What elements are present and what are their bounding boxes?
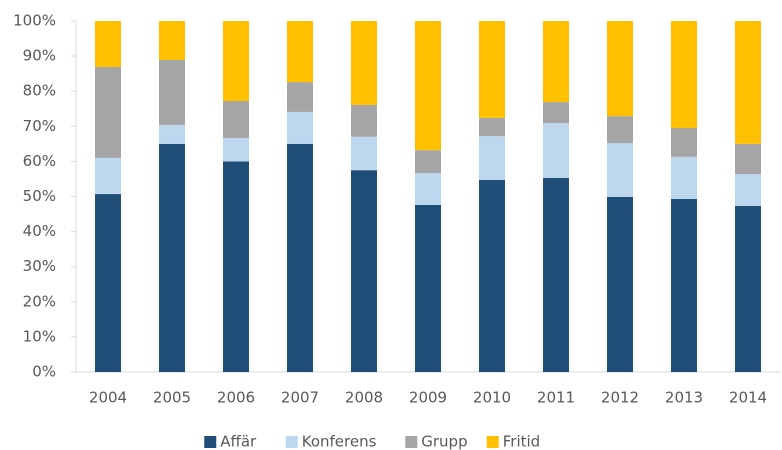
y-tick-label: 100% [13,12,56,30]
legend-label: Grupp [421,433,467,450]
bar-segment [95,21,121,67]
y-tick-label: 10% [23,327,56,345]
y-tick-label: 50% [23,187,56,205]
bar-segment [479,21,505,118]
bar-segment [607,21,633,117]
bar-segment [735,205,761,372]
x-tick-label: 2013 [665,389,703,407]
legend-swatch [486,436,499,448]
bar-segment [415,172,441,205]
bar-segment [95,194,121,372]
bar-segment [351,104,377,137]
bar-segment [543,102,569,124]
bar-segment [607,196,633,372]
bar-segment [671,21,697,129]
y-tick-label: 30% [23,257,56,275]
y-tick-label: 80% [23,82,56,100]
x-tick-label: 2014 [729,389,767,407]
bar-segment [223,137,249,162]
bar-segment [607,116,633,144]
legend-swatch [285,436,298,448]
y-tick-label: 0% [32,363,56,381]
bar-segment [543,21,569,103]
legend-label: Affär [220,433,257,450]
bar-segment [351,21,377,105]
bar-segment [223,21,249,102]
bar-segment [223,101,249,138]
bar-segment [95,157,121,195]
legend-label: Fritid [503,433,540,450]
x-tick-label: 2008 [345,389,383,407]
bar-segment [351,136,377,171]
bar-segment [415,150,441,173]
legend-swatch [405,436,418,448]
bar-segment [671,198,697,372]
bar-segment [159,124,185,144]
y-tick-label: 70% [23,117,56,135]
bar-segment [479,136,505,181]
legend-swatch [204,436,217,448]
x-tick-label: 2004 [89,389,127,407]
bar-segment [735,174,761,206]
bar-segment [159,143,185,372]
bar-segment [223,161,249,372]
y-tick-label: 40% [23,222,56,240]
y-tick-label: 20% [23,292,56,310]
bar-segment [543,123,569,178]
bar-segment [159,59,185,125]
y-tick-label: 60% [23,152,56,170]
bar-segment [479,180,505,372]
x-tick-label: 2010 [473,389,511,407]
bar-segment [671,156,697,199]
x-tick-label: 2006 [217,389,255,407]
bar-segment [479,117,505,137]
x-tick-label: 2009 [409,389,447,407]
bar-segment [415,21,441,151]
x-tick-label: 2007 [281,389,319,407]
bar-segment [287,143,313,372]
bar-segment [735,143,761,175]
bar-segment [671,128,697,157]
y-tick-label: 90% [23,47,56,65]
bar-segment [159,21,185,60]
x-tick-label: 2005 [153,389,191,407]
bar-segment [351,170,377,372]
bar-segment [607,143,633,197]
bar-segment [287,111,313,144]
bar-segment [287,82,313,112]
x-tick-label: 2011 [537,389,575,407]
bar-segment [287,21,313,83]
bar-segment [415,204,441,372]
legend-label: Konferens [302,433,377,450]
bar-segment [543,177,569,372]
bar-segment [735,21,761,144]
x-tick-label: 2012 [601,389,639,407]
bar-segment [95,66,121,158]
